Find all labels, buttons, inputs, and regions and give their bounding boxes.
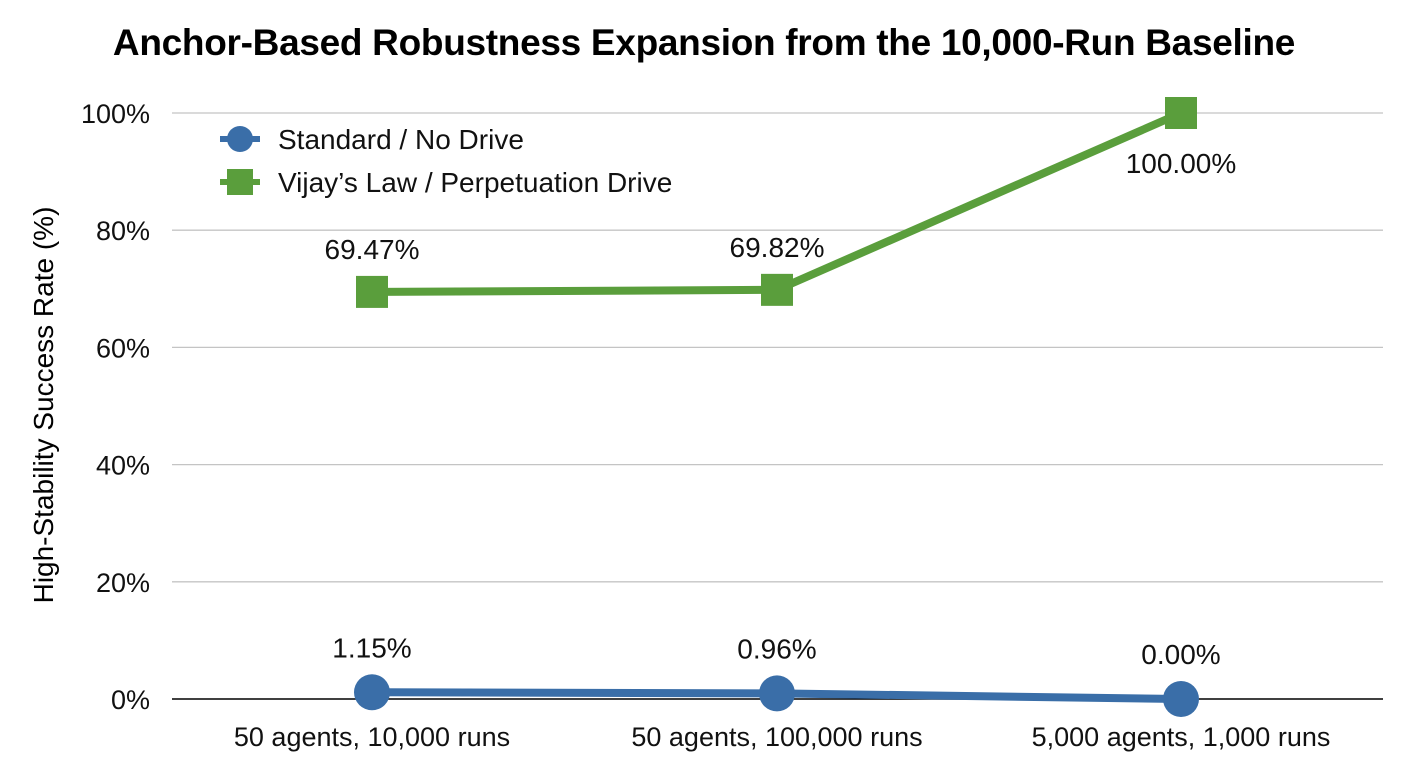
data-label: 69.47% [325, 234, 420, 265]
square-marker [356, 275, 388, 308]
y-tick-labels: 0% 20% 40% 60% 80% 100% [81, 99, 150, 715]
data-label: 100.00% [1126, 148, 1237, 179]
y-tick-label: 80% [96, 216, 150, 246]
legend-label: Vijay’s Law / Perpetuation Drive [278, 167, 672, 198]
data-label: 1.15% [332, 632, 411, 663]
y-tick-label: 100% [81, 99, 150, 129]
chart-title: Anchor-Based Robustness Expansion from t… [112, 22, 1296, 63]
legend-circle-marker [227, 126, 253, 152]
legend: Standard / No Drive Vijay’s Law / Perpetu… [220, 124, 672, 198]
circle-marker [354, 674, 390, 711]
data-label: 69.82% [730, 232, 825, 263]
x-tick-label: 5,000 agents, 1,000 runs [1032, 722, 1331, 752]
legend-item: Standard / No Drive [220, 124, 524, 155]
series-no-drive: 1.15% 0.96% 0.00% [332, 632, 1221, 717]
circle-marker [1163, 681, 1199, 717]
x-tick-labels: 50 agents, 10,000 runs 50 agents, 100,000… [234, 722, 1330, 752]
series-perpetuation-drive: 69.47% 69.82% 100.00% [325, 97, 1237, 308]
square-marker [761, 273, 793, 306]
legend-label: Standard / No Drive [278, 124, 524, 155]
x-tick-label: 50 agents, 100,000 runs [631, 722, 922, 752]
data-label: 0.00% [1141, 639, 1220, 670]
series-layer: 1.15% 0.96% 0.00% 69.47% 69.82% 100.00% [325, 97, 1237, 717]
data-label: 0.96% [737, 633, 816, 664]
y-tick-label: 20% [96, 568, 150, 598]
y-tick-label: 0% [111, 685, 150, 715]
y-tick-label: 40% [96, 451, 150, 481]
gridlines [172, 112, 1383, 700]
x-tick-label: 50 agents, 10,000 runs [234, 722, 510, 752]
legend-square-marker [227, 169, 253, 195]
legend-item: Vijay’s Law / Perpetuation Drive [220, 167, 672, 198]
y-tick-label: 60% [96, 333, 150, 363]
square-marker [1165, 97, 1197, 129]
circle-marker [759, 675, 795, 712]
